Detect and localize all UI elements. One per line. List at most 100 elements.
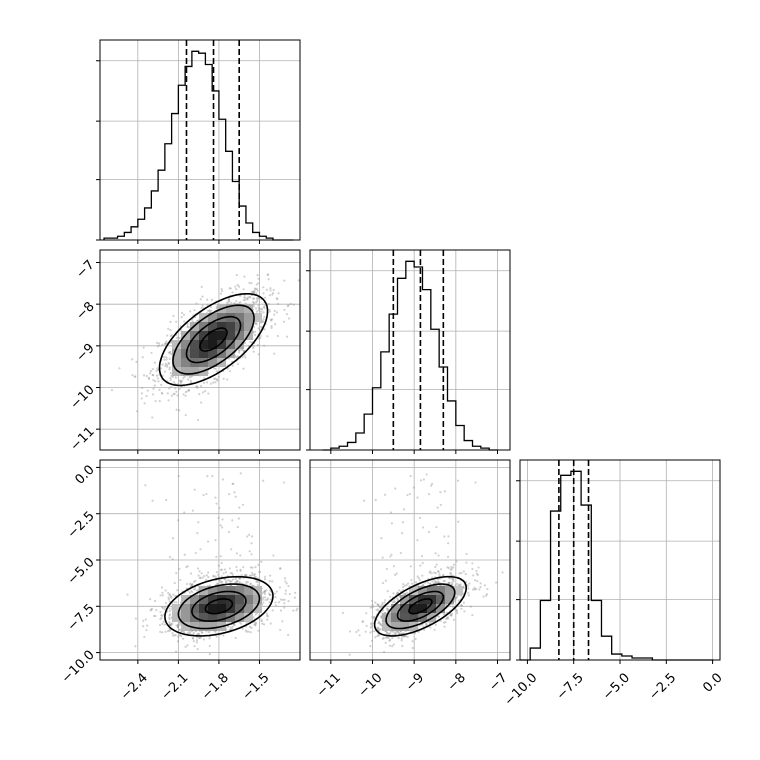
scatter-point — [422, 584, 425, 587]
scatter-point — [159, 630, 162, 633]
scatter-point — [371, 599, 374, 602]
density-cell — [181, 358, 190, 367]
contour-line — [158, 293, 269, 387]
scatter-point — [222, 634, 225, 637]
scatter-point — [185, 565, 188, 569]
scatter-point — [485, 593, 489, 596]
scatter-point — [471, 567, 474, 571]
scatter-point — [421, 574, 424, 577]
scatter-point — [175, 390, 178, 393]
scatter-point — [251, 566, 254, 569]
scatter-point — [443, 625, 446, 628]
scatter-point — [201, 304, 204, 307]
scatter-point — [435, 580, 438, 583]
scatter-point — [475, 587, 478, 591]
scatter-point — [230, 548, 233, 551]
scatter-point — [266, 598, 269, 601]
scatter-point — [289, 302, 292, 305]
panel-frame — [99, 249, 301, 451]
density-cell — [217, 331, 226, 340]
scatter-point — [150, 608, 153, 611]
scatter-point — [268, 308, 271, 311]
scatter-point — [398, 632, 401, 635]
scatter-point — [393, 573, 397, 576]
scatter-point — [215, 502, 218, 505]
density-cell — [217, 586, 226, 595]
scatter-point — [220, 290, 224, 293]
scatter-point — [274, 596, 277, 599]
scatter-point — [239, 554, 242, 557]
scatter-point — [400, 637, 403, 640]
scatter-point — [178, 387, 181, 391]
scatter-point — [370, 639, 374, 642]
scatter-point — [469, 605, 472, 608]
scatter-point — [217, 564, 220, 567]
scatter-point — [169, 334, 172, 338]
scatter-point — [201, 576, 204, 579]
contour-line — [177, 583, 261, 630]
scatter-point — [268, 601, 271, 604]
scatter-point — [226, 378, 229, 381]
scatter-point — [260, 560, 263, 563]
density-cell — [244, 586, 253, 595]
scatter-point — [200, 572, 203, 575]
scatter-point — [250, 535, 254, 538]
scatter-point — [196, 418, 200, 422]
scatter-point — [221, 580, 224, 584]
density-cell — [226, 331, 235, 340]
scatter-point — [495, 581, 498, 584]
scatter-point — [246, 580, 249, 584]
scatter-point — [402, 585, 405, 589]
scatter-point — [151, 373, 154, 377]
scatter-point — [245, 581, 248, 584]
scatter-point — [154, 614, 157, 618]
density-cell — [199, 349, 208, 358]
scatter-point — [263, 307, 266, 310]
scatter-point — [273, 592, 276, 595]
scatter-point — [223, 568, 226, 571]
scatter-point — [253, 297, 256, 300]
scatter-point — [263, 578, 267, 581]
scatter-point — [168, 357, 171, 360]
scatter-point — [467, 587, 470, 590]
scatter-point — [208, 309, 211, 312]
scatter-point — [185, 582, 189, 586]
density-cell — [235, 613, 244, 622]
scatter-point — [161, 606, 164, 609]
scatter-point — [216, 582, 219, 585]
scatter-point — [230, 627, 234, 630]
scatter-point — [238, 302, 241, 305]
scatter-point — [393, 600, 396, 604]
scatter-point — [157, 380, 160, 383]
scatter-point — [443, 535, 446, 538]
scatter-point — [200, 306, 203, 309]
scatter-point — [219, 555, 222, 558]
scatter-point — [267, 278, 270, 281]
scatter-point — [447, 616, 450, 619]
scatter-point — [173, 581, 176, 585]
scatter-point — [170, 394, 173, 397]
scatter-point — [229, 572, 232, 575]
scatter-point — [235, 580, 238, 583]
scatter-point — [376, 603, 379, 606]
scatter-point — [449, 568, 452, 571]
scatter-point — [167, 399, 170, 402]
scatter-point — [175, 624, 178, 627]
density-cell — [235, 340, 244, 349]
scatter-point — [438, 573, 441, 576]
scatter-point — [389, 595, 392, 598]
scatter-point — [190, 589, 193, 593]
scatter-point — [221, 478, 225, 481]
scatter-point — [182, 631, 186, 634]
scatter-point — [393, 633, 396, 636]
scatter-point — [191, 509, 195, 512]
scatter-point — [222, 572, 225, 575]
scatter-point — [377, 634, 380, 637]
scatter-point — [133, 375, 136, 378]
scatter-point — [287, 317, 291, 320]
density-cell — [208, 358, 217, 367]
scatter-point — [180, 316, 183, 319]
scatter-point — [169, 371, 172, 375]
scatter-point — [135, 410, 139, 413]
scatter-point — [183, 320, 186, 323]
